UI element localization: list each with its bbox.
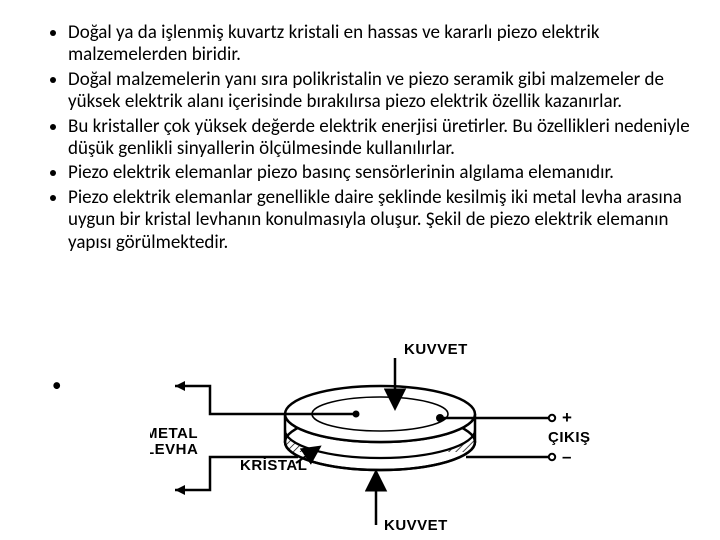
top-force-label: KUVVET xyxy=(404,341,468,358)
bullet-list: Doğal ya da işlenmiş kuvartz kristali en… xyxy=(28,22,692,254)
bullet-item: Piezo elektrik elemanlar piezo basınç se… xyxy=(68,162,692,184)
output-minus-sign: – xyxy=(562,447,572,466)
empty-bullet: • xyxy=(52,376,61,395)
top-wire-arrowhead xyxy=(175,381,185,391)
bullet-item: Bu kristaller çok yüksek değerde elektri… xyxy=(68,116,692,161)
output-terminal-minus xyxy=(549,454,555,460)
output-plus-sign: + xyxy=(562,408,572,427)
piezo-diagram-svg: KUVVET KUVVET KRİSTAL METAL LEVHA xyxy=(150,340,600,535)
metal-plate-label-line2: LEVHA xyxy=(150,441,198,458)
bullet-item: Doğal ya da işlenmiş kuvartz kristali en… xyxy=(68,22,692,67)
bottom-force-label: KUVVET xyxy=(384,517,448,534)
crystal-label: KRİSTAL xyxy=(240,457,307,474)
piezo-diagram: KUVVET KUVVET KRİSTAL METAL LEVHA xyxy=(150,340,600,535)
metal-plate-label-line1: METAL xyxy=(150,425,198,442)
bottom-wire-arrowhead xyxy=(175,485,185,495)
output-terminal-plus xyxy=(549,415,555,421)
bullet-item: Doğal malzemelerin yanı sıra polikristal… xyxy=(68,69,692,114)
bullet-item: Piezo elektrik elemanlar genellikle dair… xyxy=(68,187,692,254)
output-label: ÇIKIŞ xyxy=(548,429,591,446)
slide-page: Doğal ya da işlenmiş kuvartz kristali en… xyxy=(0,0,720,540)
